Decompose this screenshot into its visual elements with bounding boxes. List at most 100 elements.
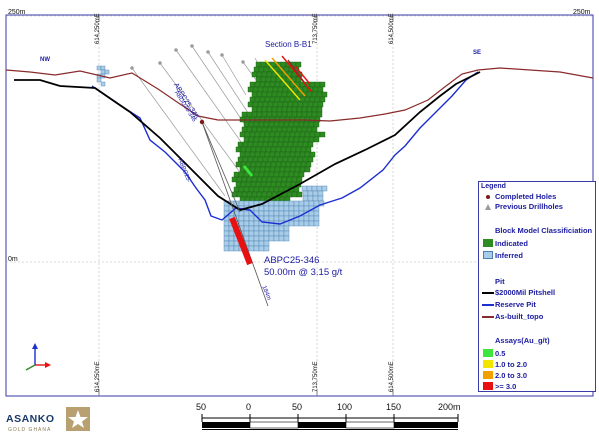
block-cell: [271, 91, 278, 98]
block-cell: [273, 121, 280, 128]
block-cell: [265, 146, 272, 153]
block-cell: [309, 131, 316, 138]
block-cell: [307, 101, 314, 108]
block-cell: [268, 136, 275, 143]
block-cell: [306, 111, 313, 118]
block-cell: [270, 146, 277, 153]
block-cell: [293, 220, 300, 227]
block-cell: [317, 195, 324, 202]
block-cell: [238, 200, 245, 207]
legend-reserve-pit: Reserve Pit: [495, 300, 536, 309]
block-cell: [263, 210, 270, 217]
block-cell: [278, 136, 285, 143]
block-cell: [263, 235, 270, 242]
block-cell: [238, 171, 245, 178]
block-cell: [261, 111, 268, 118]
block-cell: [307, 141, 314, 148]
block-cell: [263, 245, 270, 252]
block-cell: [239, 131, 246, 138]
block-cell: [278, 205, 285, 212]
block-cell: [248, 230, 255, 237]
block-cell: [306, 185, 313, 192]
block-cell: [293, 136, 300, 143]
legend-assay-1-2: 1.0 to 2.0: [495, 360, 528, 369]
block-cell: [254, 81, 261, 88]
block-cell: [276, 106, 283, 113]
block-cell: [242, 141, 249, 148]
block-cell: [255, 76, 262, 83]
block-cell: [256, 106, 263, 113]
scale-label-0: 0: [246, 402, 252, 412]
block-cell: [251, 71, 258, 78]
block-cell: [302, 195, 309, 202]
block-cell: [265, 181, 272, 188]
block-cell: [314, 81, 321, 88]
block-cell: [248, 225, 255, 232]
block-cell: [255, 146, 262, 153]
block-cell: [288, 210, 295, 217]
block-cell: [272, 101, 279, 108]
block-cell: [240, 181, 247, 188]
block-cell: [294, 151, 301, 158]
block-cell: [255, 181, 262, 188]
block-cell: [258, 210, 265, 217]
block-cell: [248, 235, 255, 242]
block-cell: [270, 76, 277, 83]
block-cell: [297, 156, 304, 163]
hole-abpc25-346-trace: [201, 121, 269, 307]
block-cell: [286, 111, 293, 118]
legend-assays-title: Assays(Au_g/t): [495, 336, 550, 345]
block-cell: [273, 225, 280, 232]
legend-inferred-swatch: [483, 251, 493, 259]
block-cell: [276, 176, 283, 183]
block-cell: [243, 121, 250, 128]
block-cell: [291, 106, 298, 113]
logo-star-icon: [66, 407, 90, 431]
block-cell: [256, 176, 263, 183]
block-cell: [283, 121, 290, 128]
block-cell: [248, 245, 255, 252]
block-cell: [238, 220, 245, 227]
block-cell: [233, 245, 240, 252]
block-cell: [306, 106, 313, 113]
easting-bottom-1: 614,250mE: [95, 361, 101, 392]
block-cell: [256, 91, 263, 98]
legend-hole-icons: [485, 195, 491, 210]
block-cell: [252, 141, 259, 148]
block-cell: [287, 101, 294, 108]
block-cell: [255, 61, 262, 68]
block-cell: [223, 230, 230, 237]
block-cell: [244, 151, 251, 158]
block-cell: [254, 96, 261, 103]
block-cell: [271, 106, 278, 113]
block-cell: [286, 126, 293, 133]
corner-label-mid-left: 0m: [8, 256, 18, 263]
block-cell: [311, 91, 318, 98]
block-cell: [244, 131, 251, 138]
block-cell: [281, 106, 288, 113]
block-cell: [261, 126, 268, 133]
block-cell: [311, 185, 318, 192]
block-cell: [276, 126, 283, 133]
block-cell: [285, 161, 292, 168]
intercept-hole: ABPC25-346: [264, 255, 320, 266]
block-cell: [295, 61, 302, 68]
block-cell: [321, 185, 328, 192]
block-cell: [268, 215, 275, 222]
block-cell: [303, 136, 310, 143]
block-cell: [289, 131, 296, 138]
scale-label-100: 100: [337, 402, 353, 412]
block-cell: [309, 151, 316, 158]
block-cell: [278, 171, 285, 178]
block-cell: [255, 161, 262, 168]
block-cell: [279, 96, 286, 103]
block-cell: [258, 245, 265, 252]
block-cell: [266, 191, 273, 198]
block-cell: [319, 131, 326, 138]
block-cell: [309, 81, 316, 88]
block-cell: [303, 200, 310, 207]
block-cell: [313, 220, 320, 227]
block-cell: [289, 166, 296, 173]
block-cell: [253, 121, 260, 128]
legend-inferred: Inferred: [495, 251, 523, 260]
